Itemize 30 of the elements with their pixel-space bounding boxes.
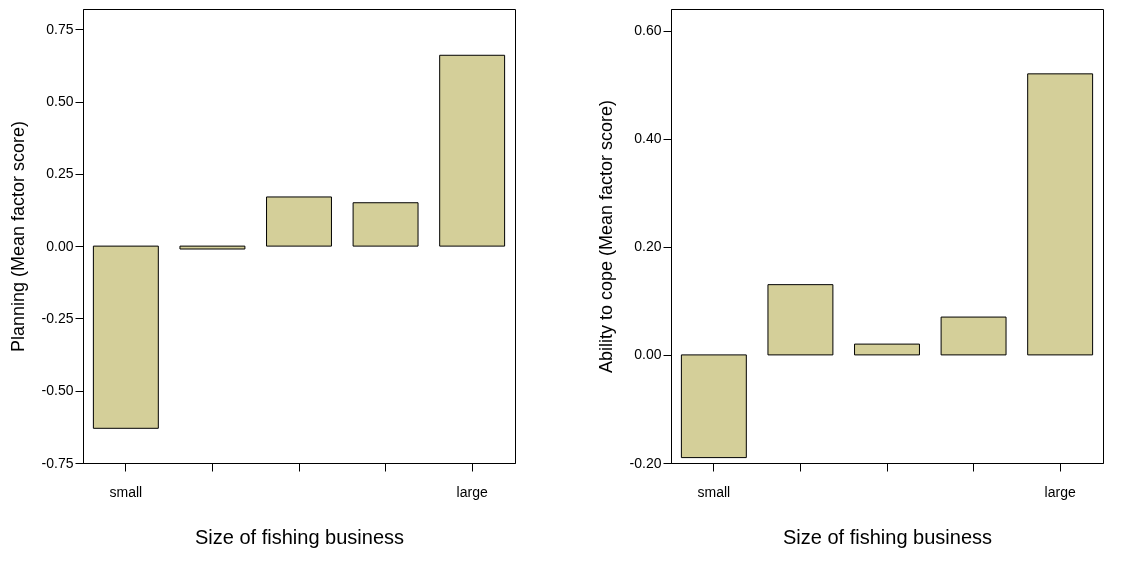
x-tick-label: small — [109, 483, 143, 500]
x-axis-title: Size of fishing business — [782, 525, 993, 548]
x-tick-label: large — [456, 483, 488, 500]
y-tick-label: 0.40 — [634, 130, 662, 147]
bar — [179, 245, 246, 250]
y-tick-label: 0.75 — [46, 20, 74, 37]
y-tick-label: 0.00 — [634, 346, 662, 363]
y-tick-label: 0.20 — [634, 238, 662, 255]
y-tick-label: 0.00 — [46, 237, 74, 254]
bar — [940, 316, 1007, 356]
x-tick-label: large — [1044, 483, 1076, 500]
y-tick-label: 0.60 — [634, 22, 662, 39]
bar — [1027, 73, 1094, 356]
y-tick-label: 0.25 — [46, 165, 74, 182]
bar — [439, 54, 506, 247]
y-tick-label: -0.20 — [629, 454, 662, 471]
x-axis-title: Size of fishing business — [194, 525, 405, 548]
y-axis-title: Planning (Mean factor score) — [7, 120, 28, 353]
bar — [680, 354, 747, 459]
y-tick-label: 0.50 — [46, 93, 74, 110]
bar — [92, 245, 159, 429]
x-tick-label: small — [697, 483, 731, 500]
bar — [266, 196, 332, 247]
bar — [767, 284, 834, 356]
y-tick-label: -0.75 — [41, 454, 74, 471]
y-tick-label: -0.50 — [41, 382, 74, 399]
bar — [854, 343, 920, 356]
y-axis-title: Ability to cope (Mean factor score) — [595, 99, 616, 374]
bar — [352, 202, 419, 247]
y-tick-label: -0.25 — [41, 309, 74, 326]
